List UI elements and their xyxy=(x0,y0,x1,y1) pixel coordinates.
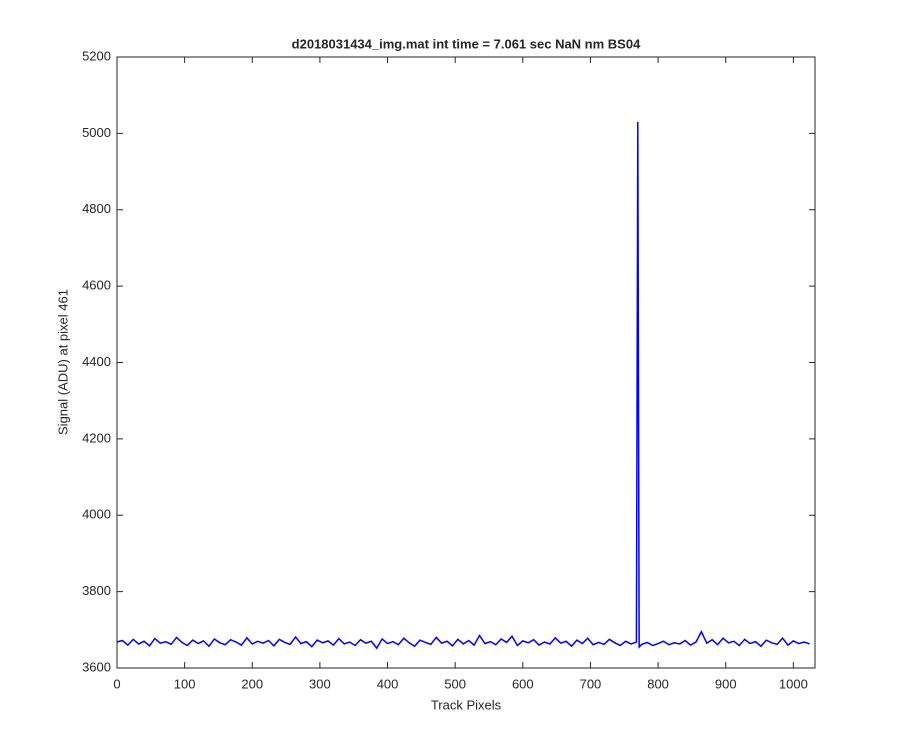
data-line xyxy=(116,121,810,650)
x-tick-label: 400 xyxy=(377,676,399,691)
y-tick-label: 4200 xyxy=(82,430,111,445)
x-tick-label: 800 xyxy=(647,676,669,691)
y-tick-label: 3800 xyxy=(82,583,111,598)
y-tick-label: 4000 xyxy=(82,507,111,522)
x-tick-label: 200 xyxy=(241,676,263,691)
y-tick-label: 5200 xyxy=(82,48,111,63)
x-tick-label: 900 xyxy=(715,676,737,691)
y-axis-label: Signal (ADU) at pixel 461 xyxy=(55,289,70,435)
y-tick-label: 3600 xyxy=(82,659,111,674)
y-tick-label: 5000 xyxy=(82,125,111,140)
y-tick-label: 4600 xyxy=(82,278,111,293)
y-tick-label: 4800 xyxy=(82,201,111,216)
chart-title: d2018031434_img.mat int time = 7.061 sec… xyxy=(292,36,641,51)
x-tick-label: 600 xyxy=(512,676,534,691)
x-tick-label: 1000 xyxy=(779,676,808,691)
x-tick-label: 300 xyxy=(309,676,331,691)
x-tick-label: 500 xyxy=(444,676,466,691)
x-axis-label: Track Pixels xyxy=(431,697,502,712)
x-tick-label: 0 xyxy=(113,676,120,691)
x-tick-label: 700 xyxy=(580,676,602,691)
y-tick-label: 4400 xyxy=(82,354,111,369)
plot-box xyxy=(116,56,816,669)
x-tick-label: 100 xyxy=(174,676,196,691)
